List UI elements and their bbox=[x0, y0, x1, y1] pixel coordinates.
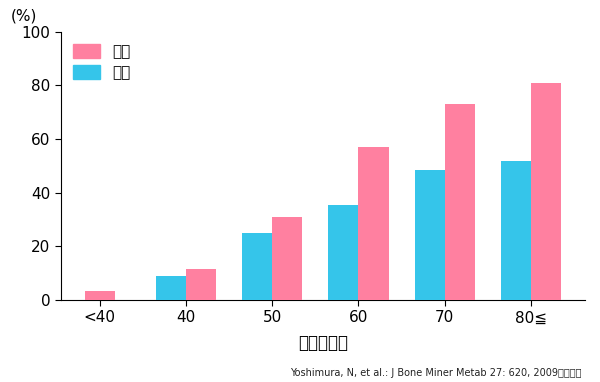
Bar bbox=[531, 83, 561, 300]
Bar bbox=[186, 269, 216, 300]
Bar bbox=[445, 104, 475, 300]
X-axis label: 年齢（歳）: 年齢（歳） bbox=[298, 334, 348, 352]
Bar bbox=[415, 170, 445, 300]
Bar bbox=[501, 160, 531, 300]
Y-axis label: (%): (%) bbox=[11, 9, 37, 24]
Bar bbox=[328, 205, 358, 300]
Text: Yoshimura, N, et al.: J Bone Miner Metab 27: 620, 2009より作成: Yoshimura, N, et al.: J Bone Miner Metab… bbox=[290, 368, 582, 378]
Bar bbox=[156, 276, 186, 300]
Bar bbox=[272, 217, 302, 300]
Bar bbox=[85, 291, 115, 300]
Bar bbox=[242, 233, 272, 300]
Legend: 女性, 男性: 女性, 男性 bbox=[68, 39, 136, 85]
Bar bbox=[358, 147, 389, 300]
